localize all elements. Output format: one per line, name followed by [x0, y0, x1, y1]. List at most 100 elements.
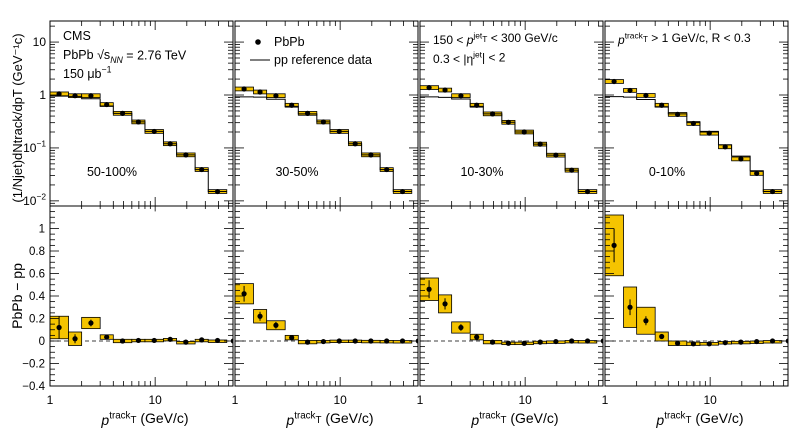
pbpb-marker: [104, 101, 110, 108]
pbpb-marker: [199, 166, 205, 173]
pbpb-marker: [273, 93, 279, 99]
diff-marker: [611, 242, 617, 248]
pbpb-marker: [183, 152, 189, 158]
diff-marker: [458, 324, 464, 331]
pbpb-marker: [399, 188, 406, 195]
legend-pp-label: pp reference data: [274, 53, 372, 67]
pbpb-marker: [214, 188, 221, 195]
panel-1: 1 10 10−2 10−1 1 10 −0.4 −0.2 0 0.2 0.4 0.6 0.8 1 50-1…: [22, 20, 234, 428]
diff-marker: [241, 291, 247, 297]
pbpb-marker: [167, 141, 173, 147]
pp-reference-line: [605, 96, 782, 193]
energy-label: PbPb √sNN = 2.76 TeV: [63, 48, 187, 65]
pbpb-marker: [643, 92, 649, 99]
pbpb-marker: [659, 102, 665, 108]
diff-marker: [167, 336, 173, 342]
legend-pbpb-marker: [255, 39, 261, 45]
diff-marker: [336, 338, 342, 344]
pbpb-marker: [690, 120, 697, 127]
pbpb-marker: [257, 89, 263, 95]
diff-marker: [569, 338, 575, 344]
bottom-y-tick-label: 0: [39, 336, 45, 348]
diff-marker: [738, 339, 744, 345]
x-tick-label: 10: [148, 393, 162, 407]
diff-marker: [289, 335, 295, 341]
pbpb-marker: [738, 156, 744, 162]
diff-marker: [690, 341, 697, 347]
bottom-frame: [234, 205, 419, 387]
x-tick-label: 1: [47, 393, 54, 407]
centrality-label: 0-10%: [649, 165, 685, 179]
centrality-label: 10-30%: [460, 165, 503, 179]
pbpb-marker: [674, 111, 681, 118]
top-y-axis-label: (1/Njet)dNtrack/dpT (GeV⁻¹c): [10, 33, 25, 202]
diff-marker: [399, 338, 406, 344]
pbpb-marker: [289, 102, 295, 108]
diff-marker: [643, 318, 649, 324]
diff-marker: [769, 338, 776, 344]
x-tick-label: 10: [703, 393, 717, 407]
plot-area: [605, 78, 788, 347]
experiment-label: CMS: [63, 29, 91, 43]
diff-marker: [553, 338, 559, 345]
diff-marker: [72, 336, 78, 342]
x-axis-title: ptrackT (GeV/c): [285, 410, 373, 428]
pp-reference-line: [420, 96, 597, 193]
x-axis-title: ptrackT (GeV/c): [470, 410, 558, 428]
top-y-tick-label: 10: [33, 35, 47, 49]
diff-marker: [505, 340, 512, 346]
bottom-y-tick-label: 0.8: [29, 246, 45, 258]
pbpb-marker: [442, 87, 448, 93]
x-tick-label: 1: [232, 393, 239, 407]
bottom-y-tick-label: −0.2: [22, 359, 45, 371]
diff-marker: [368, 338, 374, 344]
pbpb-marker: [368, 152, 374, 158]
panel-2: 1 10 30-50% ptrackT (GeV/c): [232, 20, 419, 428]
diff-marker: [584, 338, 591, 344]
diff-marker: [474, 334, 480, 340]
plot-area: [420, 84, 603, 346]
panels-layer: 1 10 10−2 10−1 1 10 −0.4 −0.2 0 0.2 0.4 0.6 0.8 1 50-1…: [22, 20, 789, 428]
panel-4: 1 10 0-10% ptrackT (GeV/c): [602, 20, 789, 428]
bottom-y-tick-label: 0.4: [29, 291, 46, 303]
labels-layer: (1/Njet)dNtrack/dpT (GeV⁻¹c) PbPb − pp: [9, 33, 25, 328]
diff-marker: [304, 339, 311, 345]
pp-reference-line: [235, 96, 412, 193]
diff-marker: [119, 338, 126, 344]
pbpb-marker: [336, 128, 342, 135]
bottom-y-axis-label: PbPb − pp: [9, 263, 25, 329]
diff-marker: [151, 337, 157, 344]
pbpb-marker: [151, 128, 157, 135]
diff-marker: [521, 340, 527, 346]
plot-area: [50, 91, 233, 346]
bottom-frame: [49, 205, 234, 387]
x-tick-label: 1: [417, 393, 424, 407]
jet-eta-cut-label: 0.3 < |ηjet| < 2: [433, 50, 506, 66]
top-frame: [419, 20, 604, 207]
bottom-y-tick-label: 0.6: [29, 269, 45, 281]
pbpb-marker: [569, 167, 575, 173]
pbpb-marker: [135, 119, 142, 125]
diff-marker: [384, 338, 390, 344]
pbpb-marker: [754, 170, 760, 177]
plot-area: [235, 86, 418, 345]
pbpb-marker: [56, 91, 62, 97]
pbpb-marker: [505, 119, 512, 125]
pbpb-marker: [489, 111, 496, 117]
top-frame: [604, 20, 789, 207]
diff-marker: [88, 320, 94, 326]
pbpb-marker: [521, 129, 527, 135]
pbpb-marker: [352, 141, 358, 147]
pbpb-marker: [384, 166, 390, 173]
bottom-y-tick-label: 1: [39, 224, 45, 236]
pbpb-marker: [474, 102, 480, 108]
pbpb-marker: [72, 93, 78, 99]
diff-marker: [135, 337, 142, 344]
diff-marker: [273, 322, 279, 328]
legend-pbpb-label: PbPb: [274, 35, 305, 49]
top-y-tick-label: 10−1: [23, 139, 46, 155]
pbpb-marker: [304, 110, 311, 116]
bottom-y-tick-label: −0.4: [22, 381, 45, 393]
pbpb-marker: [320, 119, 327, 125]
track-cut-label: ptrackT > 1 GeV/c, R < 0.3: [617, 31, 751, 47]
